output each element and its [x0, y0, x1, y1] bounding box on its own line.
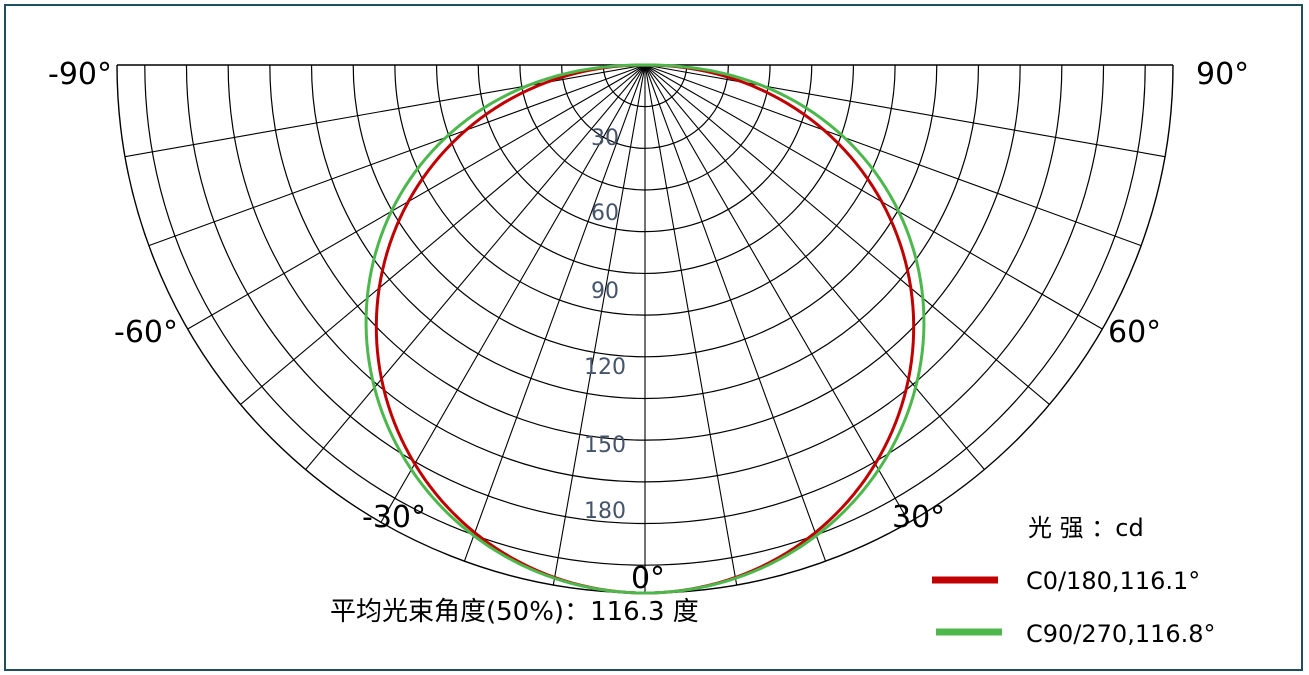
- intensity-tick-60: 60: [591, 201, 619, 226]
- grid-spoke-20: [644, 64, 827, 562]
- grid-spoke-70: [644, 64, 1142, 247]
- angle-label-minus-90: -90°: [48, 57, 112, 92]
- grid-spoke--80: [124, 64, 646, 158]
- angle-label-90: 90°: [1196, 57, 1249, 92]
- grid-spoke--50: [240, 64, 646, 405]
- angle-label-minus-30: -30°: [362, 500, 426, 535]
- grid-spoke-60: [644, 64, 1103, 330]
- grid-spoke-30: [644, 64, 910, 523]
- intensity-tick-150: 150: [584, 433, 626, 458]
- grid-spoke-80: [644, 64, 1166, 158]
- legend-unit-label: 光 强 ：cd: [1028, 514, 1144, 542]
- grid-spoke--10: [552, 64, 646, 586]
- grid-spoke-10: [644, 64, 738, 586]
- intensity-tick-30: 30: [591, 126, 619, 151]
- grid-spoke--40: [305, 64, 646, 470]
- angle-label-60: 60°: [1108, 315, 1161, 350]
- grid-spoke--60: [187, 64, 646, 330]
- grid-spoke-50: [644, 64, 1050, 405]
- intensity-tick-90: 90: [591, 279, 619, 304]
- beam-angle-caption: 平均光束角度(50%)：116.3 度: [330, 597, 699, 627]
- angle-label-30: 30°: [892, 500, 945, 535]
- angle-label-0: 0°: [631, 561, 665, 596]
- intensity-curve-1: [364, 63, 926, 595]
- intensity-tick-120: 120: [584, 355, 626, 380]
- legend: 光 强 ：cd C0/180,116.1° C90/270,116.8°: [932, 514, 1216, 648]
- grid-spoke--30: [380, 64, 646, 523]
- intensity-curves: [364, 63, 926, 595]
- polar-grid: [116, 64, 1174, 594]
- grid-spoke-40: [644, 64, 985, 470]
- legend-label-c90-270: C90/270,116.8°: [1026, 620, 1216, 648]
- intensity-tick-180: 180: [584, 499, 626, 524]
- legend-label-c0-180: C0/180,116.1°: [1026, 567, 1200, 595]
- angle-label-minus-60: -60°: [114, 315, 178, 350]
- grid-spoke--70: [148, 64, 646, 247]
- grid-spoke--20: [463, 64, 646, 562]
